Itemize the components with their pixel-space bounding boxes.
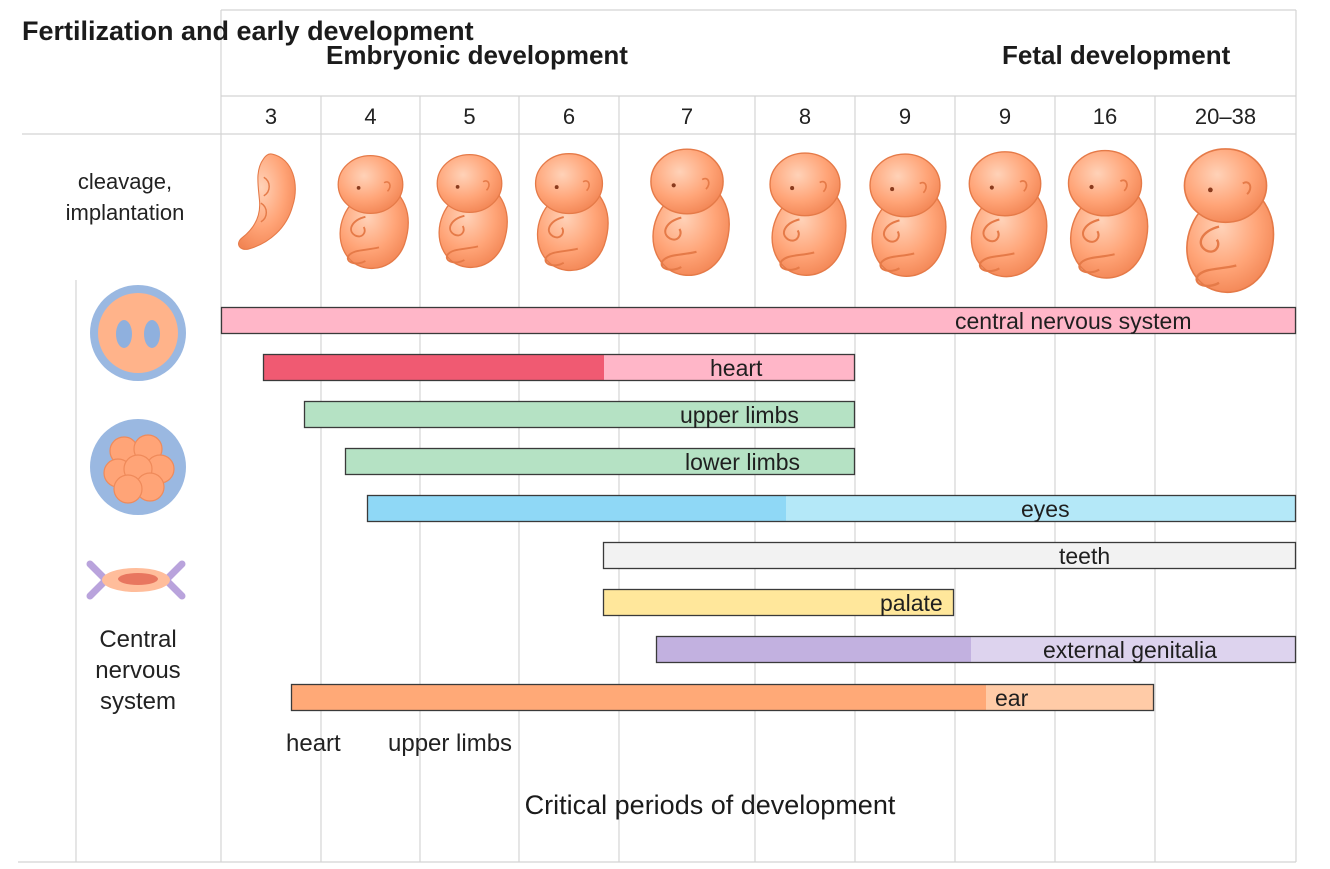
bar-label: external genitalia	[1043, 637, 1217, 663]
embryo-icon	[337, 154, 409, 270]
week-label: 6	[562, 104, 576, 129]
embryo-row	[238, 148, 1275, 294]
bar-segment	[221, 307, 1296, 334]
week-label: 9	[998, 104, 1012, 129]
header-fetal: Fetal development	[1002, 40, 1231, 70]
embryo-icon	[769, 152, 847, 276]
embryo-icon	[436, 153, 508, 269]
bar-label: palate	[880, 590, 943, 616]
bar-segment	[971, 636, 1296, 663]
bar-outline	[602, 588, 955, 617]
cns-side-label: Central nervous system	[95, 626, 181, 715]
week-label: 8	[798, 104, 812, 129]
week-label: 20–38	[1194, 104, 1257, 129]
bars-layer	[220, 306, 1297, 712]
week-label: 16	[1092, 104, 1118, 129]
cleavage-label: cleavage, implantation	[65, 169, 185, 225]
bar-label: lower limbs	[685, 449, 801, 475]
bar-segment	[986, 684, 1154, 711]
bar-segment	[603, 542, 1296, 569]
grid-lines	[18, 9, 1297, 863]
week-label: 4	[364, 104, 377, 129]
embryo-icon	[650, 148, 730, 277]
bar-segment	[603, 589, 954, 616]
bar-segment	[304, 401, 855, 428]
bar-outline	[290, 683, 1155, 712]
bar-segment	[786, 495, 1296, 522]
bar-outline	[366, 494, 1297, 523]
bar-label: eyes	[1021, 496, 1070, 522]
header-fertilization: Fertilization and early development	[22, 16, 474, 46]
embryo-icon	[1067, 149, 1149, 279]
week-label: 3	[264, 104, 278, 129]
bar-segment-critical	[291, 684, 986, 711]
week-label: 7	[680, 104, 694, 129]
bar-segment-critical	[367, 495, 786, 522]
bar-segment-critical	[263, 354, 604, 381]
bar-outline	[262, 353, 856, 382]
embryo-icon	[968, 151, 1048, 278]
header-embryonic: Embryonic development	[326, 40, 628, 70]
zygote-icon	[90, 285, 186, 381]
bar-segment-critical	[656, 636, 971, 663]
bar-outline	[303, 400, 856, 429]
bar-outline	[220, 306, 1297, 335]
bar-outline	[344, 447, 856, 476]
embryo-icon	[238, 153, 296, 250]
morula-icon	[90, 419, 186, 515]
bar-label: heart	[710, 355, 763, 381]
bar-segment	[345, 448, 855, 475]
implantation-icon	[86, 560, 186, 600]
bar-segment	[604, 354, 855, 381]
left-icons	[86, 285, 186, 600]
bar-label: teeth	[1059, 543, 1111, 569]
bar-outline	[655, 635, 1297, 664]
embryo-icon	[534, 153, 609, 272]
bar-label: central nervous system	[955, 308, 1192, 334]
diagram-title: Critical periods of development	[524, 790, 896, 820]
embryo-icon	[869, 153, 947, 277]
footer-upper-limbs-label: upper limbs	[388, 730, 513, 757]
bar-label: upper limbs	[680, 402, 799, 428]
week-label: 5	[463, 104, 476, 129]
bar-outline	[602, 541, 1297, 570]
embryo-icon	[1183, 148, 1275, 294]
footer-heart-label: heart	[286, 730, 341, 757]
bar-label: ear	[995, 685, 1029, 711]
week-label: 9	[898, 104, 912, 129]
